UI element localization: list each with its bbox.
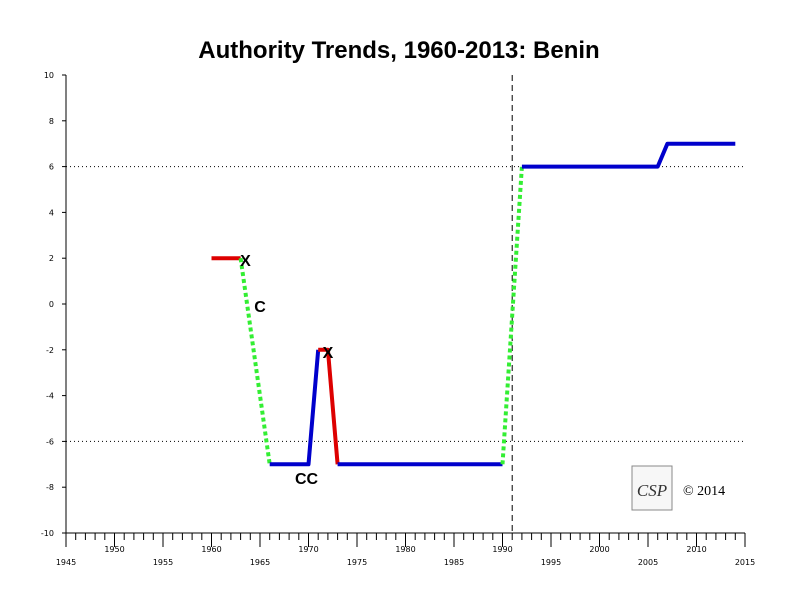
regime_change-segment [318,347,340,465]
y-tick-label: 2 [49,254,54,263]
x-tick-label: 1975 [347,558,367,567]
series [211,141,736,467]
reference-lines [66,166,745,442]
annotation-label: C [254,299,266,316]
y-tick-label: -8 [46,483,54,492]
x-tick-label: 1985 [444,558,464,567]
x-tick-label: 1955 [153,558,173,567]
x-tick-label: 2005 [638,558,658,567]
polity-segment [521,141,736,169]
y-tick-label: 8 [49,117,54,126]
x-tick-label: 2015 [735,558,755,567]
x-tick-label: 1970 [298,545,318,554]
annotations: X C X CC [240,253,333,488]
y-tick-label: 0 [49,300,54,309]
x-tick-label: 1980 [395,545,415,554]
y-tick-label: -10 [41,529,54,538]
transition-segment [238,257,272,465]
copyright-text: © 2014 [683,484,725,499]
annotation-label: CC [295,471,319,488]
y-tick-label: 10 [44,71,54,80]
chart-title: Authority Trends, 1960-2013: Benin [198,37,599,64]
x-tick-label: 1945 [56,558,76,567]
x-tick-label: 2010 [686,545,706,554]
y-tick-label: 4 [49,208,54,217]
axes: -10 -8 -6 -4 -2 0 2 4 6 8 10 1945 1950 1955 1960 1965 19… [41,71,755,567]
x-tick-label: 1995 [541,558,561,567]
y-tick-label: -4 [46,392,54,401]
csp-logo: CSP [631,465,673,511]
y-tick-label: 6 [49,163,54,172]
y-tick-label: -6 [46,437,54,446]
polity-segment [269,349,321,467]
annotation-label: X [323,345,334,362]
x-tick-label: 2000 [589,545,609,554]
x-tick-label: 1990 [492,545,512,554]
svg-text:CSP: CSP [637,481,667,500]
annotation-label: X [240,253,251,270]
x-tick-label: 1950 [104,545,124,554]
x-tick-label: 1965 [250,558,270,567]
transition-segment [500,166,524,465]
x-tick-label: 1960 [201,545,221,554]
y-tick-label: -2 [46,346,54,355]
